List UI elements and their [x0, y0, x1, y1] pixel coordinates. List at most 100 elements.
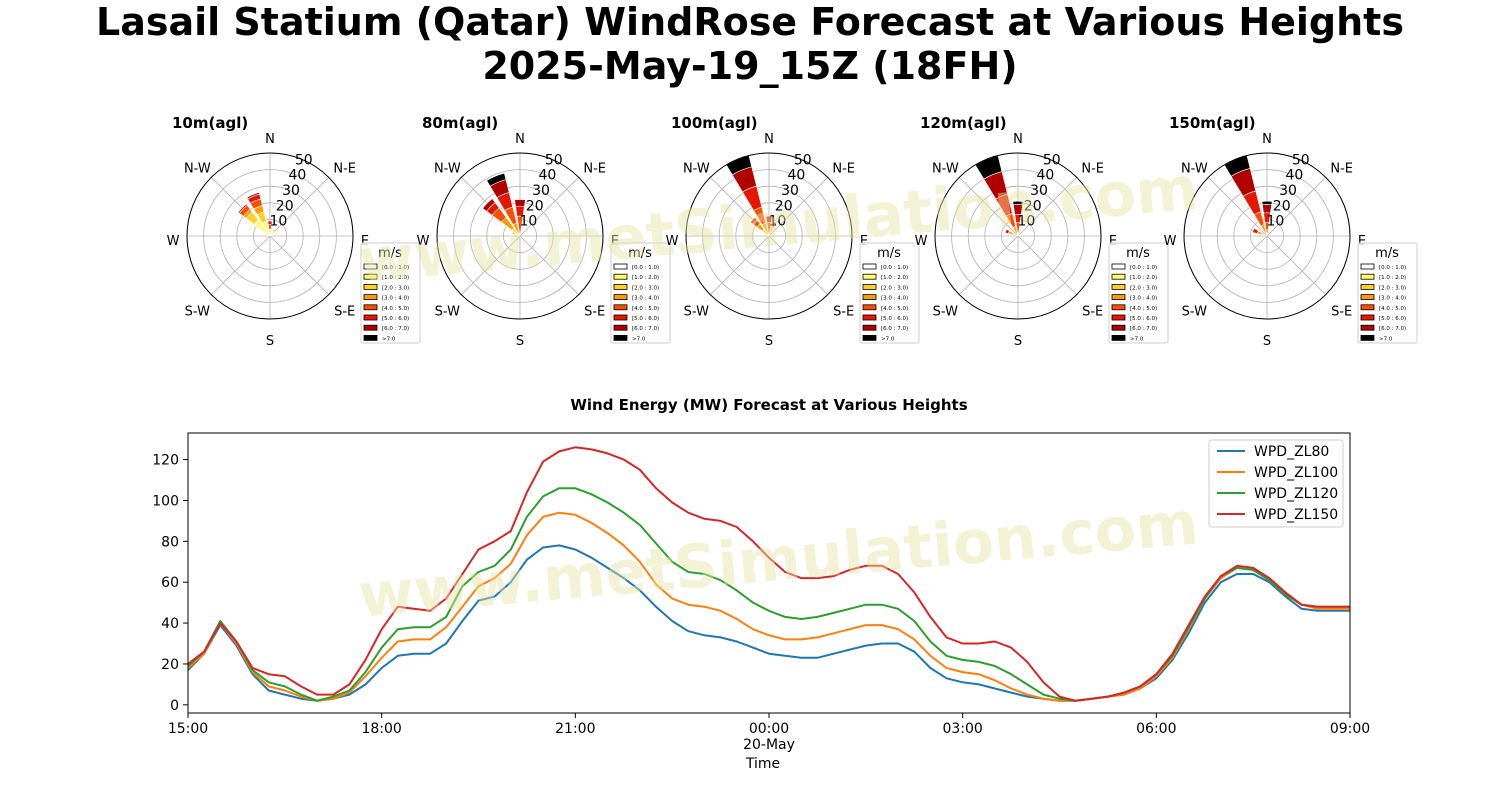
windrose-legend: m/s [0.0 : 1.0) [1.0 : 2.0) [2.0 : 3.0) [3.0…	[1108, 242, 1169, 344]
windrose-legend-swatch	[1360, 273, 1375, 280]
windrose-direction-label: S-W	[185, 305, 210, 320]
windrose-direction-label: S	[765, 334, 773, 349]
windrose-legend-swatch	[862, 294, 877, 301]
windrose-legend-label: >7.0	[881, 336, 895, 342]
windrose-legend-swatch	[1111, 314, 1126, 321]
line-chart-title: Wind Energy (MW) Forecast at Various Hei…	[570, 396, 967, 414]
windrose-direction-label: N	[515, 132, 525, 147]
windrose-petal-segment	[771, 221, 778, 228]
windrose-legend-swatch	[1360, 334, 1375, 341]
windrose-radial-tick-label: 30	[532, 183, 550, 199]
windrose-outer-ring	[685, 152, 853, 320]
windrose-direction-label: S-W	[435, 305, 460, 320]
windrose-legend-swatch	[613, 263, 628, 270]
windrose-legend-swatch	[363, 263, 378, 270]
windrose-petal-segment	[511, 231, 517, 236]
figure-title: Lasail Statium (Qatar) WindRose Forecast…	[0, 0, 1500, 88]
windrose-legend-label: [6.0 : 7.0)	[1379, 326, 1406, 332]
windrose-petal-segment	[269, 231, 275, 237]
windrose-legend-swatch	[1111, 324, 1126, 331]
legend-label-WPD_ZL150: WPD_ZL150	[1254, 507, 1338, 523]
windrose-radial-tick-label: 40	[288, 168, 306, 184]
windrose-legend-swatch	[1360, 263, 1375, 270]
windrose-legend-label: [1.0 : 2.0)	[1379, 275, 1406, 281]
x-tick-label: 15:00	[168, 721, 208, 737]
windrose-legend-label: [3.0 : 4.0)	[1379, 296, 1406, 302]
y-tick-label: 40	[161, 616, 179, 632]
windrose-legend-swatch	[1111, 283, 1126, 290]
windrose-legend-label: [6.0 : 7.0)	[632, 326, 659, 332]
windrose-grid-spoke	[1017, 177, 1077, 237]
x-tick-label: 03:00	[942, 721, 982, 737]
windrose-direction-label: N-W	[683, 161, 710, 176]
windrose-direction-label: S	[1014, 334, 1022, 349]
windrose-radial-tick-label: 20	[1273, 198, 1291, 214]
windrose-grid-spoke	[269, 177, 329, 237]
figure-title-line1: Lasail Statium (Qatar) WindRose Forecast…	[96, 0, 1404, 44]
windrose-direction-label: S-E	[334, 305, 355, 320]
x-tick-label: 18:00	[361, 721, 401, 737]
windrose-direction-label: W	[417, 234, 430, 249]
windrose-grid-spoke	[211, 235, 271, 295]
windrose-legend-label: [1.0 : 2.0)	[382, 275, 409, 281]
legend-label-WPD_ZL80: WPD_ZL80	[1254, 444, 1329, 460]
windrose-direction-label: N-E	[1330, 161, 1353, 176]
windrose-radial-tick-label: 40	[787, 168, 805, 184]
windrose-legend-label: [2.0 : 3.0)	[1130, 285, 1157, 291]
legend-box	[1208, 439, 1344, 528]
windrose-radial-tick-label: 10	[519, 214, 537, 230]
windrose-legend-swatch	[363, 324, 378, 331]
windrose-grid-spoke	[959, 177, 1019, 237]
windrose-legend-swatch	[613, 273, 628, 280]
windrose-petal-segment	[1261, 204, 1273, 214]
windrose-grid-spoke	[710, 235, 770, 295]
series-line-WPD_ZL80	[187, 544, 1350, 702]
series-line-WPD_ZL150	[187, 446, 1350, 702]
windrose-direction-label: N	[764, 132, 774, 147]
windrose-legend-swatch	[613, 294, 628, 301]
windrose-title: 80m(agl)	[422, 114, 498, 132]
windrose-legend-swatch	[862, 283, 877, 290]
windrose-grid-spoke	[1208, 177, 1268, 237]
windrose-legend-label: [3.0 : 4.0)	[632, 296, 659, 302]
windrose-legend-label: [6.0 : 7.0)	[382, 326, 409, 332]
windrose-legend-label: >7.0	[382, 336, 396, 342]
y-tick-label: 0	[170, 698, 179, 714]
windrose-legend-label: [4.0 : 5.0)	[632, 306, 659, 312]
windrose-legend-label: [0.0 : 1.0)	[632, 265, 659, 271]
windrose-grid-spoke	[1266, 177, 1326, 237]
windrose-grid-spoke	[519, 235, 579, 295]
windrose-direction-label: N-E	[1081, 161, 1104, 176]
x-tick-label: 09:00	[1330, 721, 1370, 737]
windrose-legend-swatch	[1360, 294, 1375, 301]
windrose-radial-tick-label: 50	[295, 152, 313, 168]
windrose-direction-label: E	[361, 234, 369, 249]
x-tick-label: 00:00	[749, 721, 789, 737]
windrose-legend-label: [5.0 : 6.0)	[881, 316, 908, 322]
windrose-radial-tick-label: 10	[768, 214, 786, 230]
windrose-legend-swatch	[862, 324, 877, 331]
windrose-radial-tick-label: 10	[1266, 214, 1284, 230]
windrose-direction-label: E	[611, 234, 619, 249]
windrose-petal-segment	[1261, 200, 1273, 206]
windrose-radial-tick-label: 50	[545, 152, 563, 168]
windrose-title: 100m(agl)	[671, 114, 758, 132]
windrose-direction-label: S	[516, 334, 524, 349]
windrose-petal-segment	[749, 216, 758, 225]
windrose-petal-segment	[246, 192, 260, 200]
figure-title-line2: 2025-May-19_15Z (18FH)	[482, 44, 1018, 88]
windrose-petal-segment	[1252, 227, 1259, 234]
windrose-legend-swatch	[613, 283, 628, 290]
windrose-legend-swatch	[363, 283, 378, 290]
windrose-petal-segment	[1266, 230, 1270, 237]
legend-label-WPD_ZL100: WPD_ZL100	[1254, 465, 1338, 481]
windrose-grid-spoke	[1208, 235, 1268, 295]
windrose-legend-swatch	[862, 314, 877, 321]
windrose-direction-label: N	[265, 132, 275, 147]
windrose-legend-label: [3.0 : 4.0)	[382, 296, 409, 302]
windrose-petal-segment	[269, 231, 279, 237]
windrose-legend-swatch	[1360, 324, 1375, 331]
y-tick-label: 120	[152, 453, 179, 469]
